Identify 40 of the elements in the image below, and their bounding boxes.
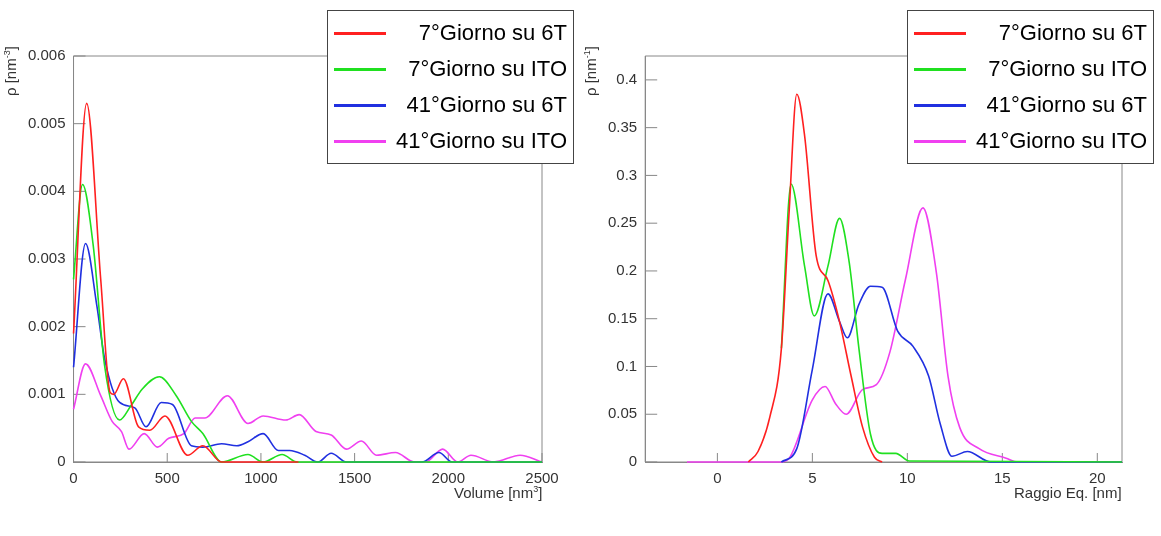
line-series	[747, 93, 883, 463]
legend-label: 7°Giorno su ITO	[407, 56, 567, 82]
y-tick-label: 0	[57, 452, 66, 470]
y-tick-label: 0.002	[27, 316, 66, 334]
y-tick-label: 0.006	[27, 46, 66, 64]
x-axis-title: Raggio Eq. [nm]	[1014, 484, 1122, 501]
y-tick-label: 0.003	[27, 249, 66, 267]
y-tick-label: 0.001	[27, 384, 66, 402]
x-tick-label: 5	[808, 469, 817, 487]
x-tick-label: 1000	[244, 469, 278, 487]
legend-label: 41°Giorno su ITO	[395, 128, 567, 154]
legend-label: 41°Giorno su 6T	[405, 92, 567, 118]
y-tick-label: 0.4	[616, 70, 638, 88]
x-tick-label: 15	[993, 469, 1011, 487]
y-tick-label: 0.15	[607, 308, 638, 326]
y-tick-label: 0	[628, 452, 638, 470]
line-series	[72, 102, 300, 463]
y-tick-label: 0.005	[27, 113, 66, 131]
y-tick-label: 0.004	[27, 181, 66, 199]
legend-label: 7°Giorno su 6T	[997, 20, 1147, 46]
legend-label: 41°Giorno su ITO	[975, 128, 1147, 154]
legend-label: 7°Giorno su ITO	[987, 56, 1147, 82]
x-tick-label: 10	[899, 469, 916, 487]
y-tick-label: 0.2	[616, 261, 638, 279]
legend-label: 41°Giorno su 6T	[985, 92, 1147, 118]
x-tick-label: 2500	[525, 469, 559, 487]
y-tick-label: 0.25	[607, 213, 638, 231]
x-tick-label: 2000	[431, 469, 465, 487]
legend-label: 7°Giorno su 6T	[417, 20, 567, 46]
x-tick-label: 500	[154, 469, 180, 487]
x-tick-label: 20	[1088, 469, 1106, 487]
line-series	[780, 183, 1123, 463]
y-tick-label: 0.3	[616, 165, 638, 183]
y-tick-label: 0.05	[607, 404, 638, 422]
x-tick-label: 1500	[337, 469, 372, 487]
x-tick-label: 0	[713, 469, 722, 487]
x-axis-title: Volume [nm$^{3}$]	[454, 484, 543, 501]
x-tick-label: 0	[69, 469, 78, 487]
y-tick-label: 0.1	[616, 356, 638, 374]
y-tick-label: 0.35	[607, 117, 638, 135]
